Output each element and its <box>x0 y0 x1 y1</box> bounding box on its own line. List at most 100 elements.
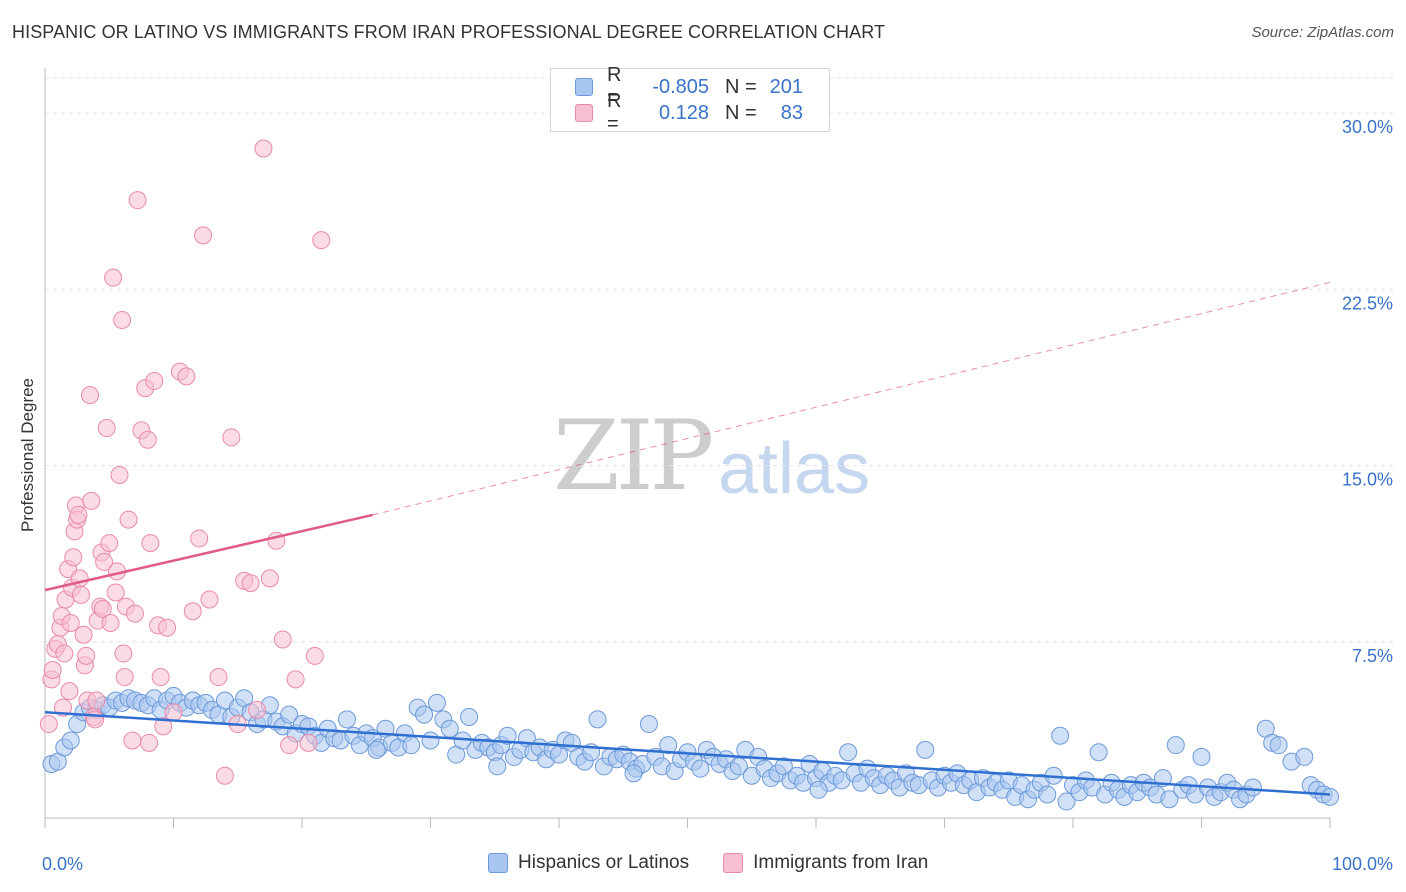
data-point <box>69 505 88 524</box>
data-point <box>209 668 228 687</box>
data-point <box>1192 747 1211 766</box>
data-point <box>151 668 170 687</box>
data-point <box>55 644 74 663</box>
r-value: 0.128 <box>658 101 709 124</box>
data-point <box>113 310 132 329</box>
data-point <box>93 599 112 618</box>
data-point <box>916 740 935 759</box>
data-point <box>128 191 147 210</box>
y-tick-label: 7.5% <box>1352 646 1393 666</box>
data-point <box>61 731 80 750</box>
data-point <box>286 670 305 689</box>
r-label: R = <box>607 90 622 135</box>
data-point <box>402 736 421 755</box>
data-point <box>104 268 123 287</box>
data-point <box>1089 743 1108 762</box>
data-point <box>115 668 134 687</box>
r-value: -0.805 <box>652 75 709 98</box>
data-point <box>440 719 459 738</box>
data-point <box>154 717 173 736</box>
data-point <box>691 759 710 778</box>
data-point <box>60 682 79 701</box>
data-point <box>1295 747 1314 766</box>
r-label: R = <box>607 64 622 109</box>
legend-swatch-iran <box>723 853 744 873</box>
data-point <box>659 736 678 755</box>
data-point <box>82 491 101 510</box>
data-point <box>299 733 318 752</box>
data-point <box>305 646 324 665</box>
y-tick-label: 22.5% <box>1342 293 1393 313</box>
data-point <box>138 430 157 449</box>
data-point <box>140 733 159 752</box>
y-tick-labels: 7.5% 15.0% 22.5% 30.0% <box>1342 117 1393 666</box>
data-point <box>337 710 356 729</box>
data-point <box>200 590 219 609</box>
data-point <box>43 661 62 679</box>
data-point <box>248 700 267 719</box>
n-value: 83 <box>780 101 803 124</box>
data-point <box>101 614 120 633</box>
data-point <box>95 552 114 571</box>
chart-title: HISPANIC OR LATINO VS IMMIGRANTS FROM IR… <box>12 22 886 42</box>
data-point <box>77 646 96 665</box>
legend-swatch-iran <box>575 104 593 122</box>
data-point <box>164 703 183 722</box>
data-point <box>498 726 517 745</box>
series-legend: Hispanics or Latinos Immigrants from Ira… <box>488 852 962 874</box>
series-hispanics-points <box>42 686 1339 811</box>
trend-line-hispanics <box>44 711 1331 796</box>
x-tick-label: 100.0% <box>1332 854 1393 874</box>
trend-lines <box>44 281 1331 796</box>
x-tick-label: 0.0% <box>42 854 83 874</box>
data-point <box>1269 736 1288 755</box>
data-point <box>141 534 160 553</box>
data-point <box>119 510 138 529</box>
data-point <box>97 419 116 438</box>
data-point <box>260 569 279 588</box>
data-point <box>488 757 507 776</box>
watermark-atlas: atlas <box>718 429 871 509</box>
data-point <box>421 731 440 750</box>
data-point <box>222 428 241 447</box>
data-point <box>183 602 202 621</box>
legend-row-hispanics: R = -0.805 N = 201 <box>575 64 803 109</box>
legend-item-iran[interactable]: Immigrants from Iran <box>723 852 928 874</box>
grid-lines <box>45 77 1395 643</box>
watermark-zip: ZIP <box>553 400 714 512</box>
trend-line-iran-dashed <box>372 281 1331 516</box>
data-point <box>639 715 658 734</box>
series-iran-points <box>39 139 331 785</box>
data-point <box>87 691 106 710</box>
data-point <box>460 707 479 726</box>
data-point <box>588 710 607 729</box>
data-point <box>280 736 299 755</box>
data-point <box>123 731 142 750</box>
data-point <box>110 466 129 485</box>
data-point <box>39 715 58 734</box>
data-point <box>125 604 144 623</box>
axes <box>44 68 1331 828</box>
y-tick-label: 15.0% <box>1342 470 1393 490</box>
data-point <box>80 386 99 405</box>
legend-label-iran: Immigrants from Iran <box>753 852 929 873</box>
legend-swatch-hispanics <box>488 853 508 873</box>
data-point <box>624 764 643 783</box>
legend-swatch-hispanics <box>575 78 593 96</box>
legend-item-hispanics[interactable]: Hispanics or Latinos <box>488 852 689 874</box>
data-point <box>177 367 196 386</box>
trend-line-iran-solid <box>44 513 373 592</box>
n-value: 201 <box>769 75 803 98</box>
data-point <box>215 766 234 785</box>
data-point <box>273 630 292 649</box>
data-point <box>1051 726 1070 745</box>
data-point <box>86 710 105 729</box>
n-label: N = <box>725 101 757 124</box>
x-tick-labels: 0.0% 100.0% <box>42 854 1393 874</box>
data-point <box>415 705 434 724</box>
data-point <box>839 743 858 762</box>
data-point <box>1321 787 1339 806</box>
legend-label-hispanics: Hispanics or Latinos <box>518 852 690 873</box>
source-label: Source: ZipAtlas.com <box>1251 24 1394 41</box>
data-point <box>1038 785 1057 804</box>
